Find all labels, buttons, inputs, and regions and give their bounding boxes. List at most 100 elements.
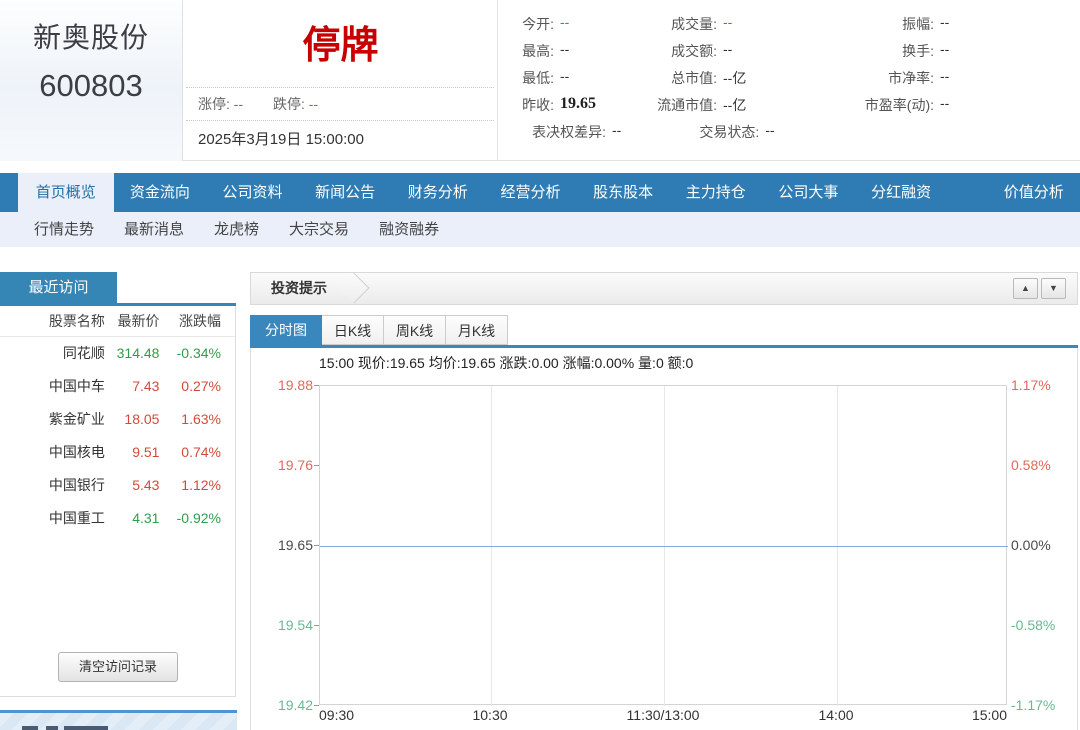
- stock-name: 新奥股份: [32, 22, 149, 53]
- table-row: 同花顺 314.48 -0.34%: [0, 336, 235, 369]
- nav-item-company-info[interactable]: 公司资料: [222, 184, 283, 201]
- table-row: 中国核电 9.51 0.74%: [0, 435, 235, 468]
- main-nav: 首页概览 资金流向 公司资料 新闻公告 财务分析 经营分析 股东股本 主力持仓 …: [0, 173, 1080, 212]
- intraday-chart: 15:00 现价:19.65 均价:19.65 涨跌:0.00 涨幅:0.00%…: [250, 348, 1078, 730]
- stock-change: 1.63%: [181, 410, 221, 427]
- collapse-down-button[interactable]: ▼: [1041, 278, 1066, 299]
- y-axis-pct-tick: 0.00%: [1011, 537, 1051, 553]
- nav-item-value-analysis[interactable]: 价值分析: [1003, 184, 1064, 201]
- stock-link[interactable]: 紫金矿业: [48, 410, 105, 427]
- axis-tick: [314, 545, 319, 546]
- recent-visits-tab-underline: [0, 303, 236, 306]
- nav-item-company-events[interactable]: 公司大事: [778, 184, 839, 201]
- stat-label: 总市值:: [671, 69, 717, 86]
- y-axis-pct-tick: 0.58%: [1011, 457, 1051, 473]
- quote-stats-grid: 今开: -- 成交量: -- 振幅: -- 最高: -- 成交额: -- 换手: -- 最低…: [497, 0, 1080, 161]
- stat-label: 最高:: [522, 42, 554, 59]
- subnav-item-quote-trend[interactable]: 行情走势: [34, 221, 95, 238]
- stock-link[interactable]: 中国重工: [48, 509, 105, 526]
- axis-tick: [314, 705, 319, 706]
- stat-value: --: [940, 94, 950, 111]
- stock-price: 9.51: [132, 443, 160, 460]
- stat-label: 流通市值:: [657, 96, 717, 113]
- chart-plot-area: [319, 385, 1008, 706]
- axis-tick: [314, 385, 319, 386]
- subnav-item-latest-news[interactable]: 最新消息: [124, 221, 185, 238]
- table-header-row: 股票名称 最新价 涨跌幅: [0, 306, 235, 337]
- nav-item-shareholders[interactable]: 股东股本: [593, 184, 654, 201]
- nav-item-operation-analysis[interactable]: 经营分析: [500, 184, 561, 201]
- chart-period-tabs: 分时图 日K线 周K线 月K线: [250, 315, 508, 345]
- y-axis-price-tick: 19.65: [277, 537, 313, 553]
- divider: [186, 120, 494, 121]
- nav-item-capital-flow[interactable]: 资金流向: [129, 184, 190, 201]
- prev-close-value: 19.65: [560, 94, 596, 112]
- stock-price: 7.43: [132, 377, 160, 394]
- divider: [186, 87, 494, 88]
- nav-item-financial-analysis[interactable]: 财务分析: [407, 184, 468, 201]
- triangle-down-icon: ▼: [1049, 283, 1058, 293]
- axis-tick: [314, 625, 319, 626]
- x-axis-time-tick: 10:30: [472, 707, 508, 723]
- table-row: 中国银行 5.43 1.12%: [0, 468, 235, 501]
- stock-price: 5.43: [132, 476, 160, 493]
- status-suspended: 停牌: [302, 25, 379, 67]
- stock-link[interactable]: 同花顺: [62, 344, 105, 361]
- tab-weekly-k[interactable]: 周K线: [384, 315, 446, 345]
- subnav-item-margin-trading[interactable]: 融资融券: [379, 221, 440, 238]
- tab-intraday[interactable]: 分时图: [250, 315, 322, 345]
- stat-value: --: [560, 13, 570, 30]
- stat-value: --: [940, 13, 950, 30]
- limit-down-label: 跌停:: [273, 96, 305, 112]
- recent-visits-tab[interactable]: 最近访问: [0, 272, 117, 303]
- stock-identity: 新奥股份 600803: [0, 0, 183, 161]
- stat-label: 市净率:: [888, 69, 934, 86]
- stat-label: 昨收:: [522, 96, 554, 113]
- limit-prices: 涨停: -- 跌停: --: [198, 94, 344, 114]
- stock-price: 18.05: [124, 410, 160, 427]
- stock-link[interactable]: 中国银行: [48, 476, 105, 493]
- stat-value: --亿: [723, 96, 747, 113]
- stock-change: 0.74%: [181, 443, 221, 460]
- breadcrumb-arrow-icon: [338, 272, 370, 304]
- y-axis-pct-tick: -1.17%: [1011, 697, 1056, 713]
- table-row: 中国中车 7.43 0.27%: [0, 369, 235, 402]
- y-axis-price-tick: 19.42: [277, 697, 313, 713]
- stat-value: --亿: [723, 69, 747, 86]
- stock-link[interactable]: 中国核电: [48, 443, 105, 460]
- stock-change: 1.12%: [181, 476, 221, 493]
- nav-item-home-overview[interactable]: 首页概览: [18, 173, 114, 212]
- limit-down-value: --: [308, 96, 319, 112]
- limit-up-label: 涨停:: [198, 96, 230, 112]
- next-panel-partial: [0, 710, 237, 730]
- stat-value: --: [940, 67, 950, 84]
- subnav-item-dragon-tiger[interactable]: 龙虎榜: [214, 221, 260, 238]
- nav-item-dividend-financing[interactable]: 分红融资: [871, 184, 932, 201]
- table-row: 紫金矿业 18.05 1.63%: [0, 402, 235, 435]
- panel-title: 投资提示: [271, 280, 327, 296]
- stock-price: 314.48: [116, 344, 160, 361]
- x-axis-time-tick: 11:30/13:00: [626, 707, 700, 723]
- stat-value: --: [940, 40, 950, 57]
- tabs-underline: [250, 345, 1078, 348]
- tab-daily-k[interactable]: 日K线: [322, 315, 384, 345]
- subnav-item-block-trade[interactable]: 大宗交易: [289, 221, 350, 238]
- stock-link[interactable]: 中国中车: [48, 377, 105, 394]
- triangle-up-icon: ▲: [1021, 283, 1030, 293]
- stock-header: 新奥股份 600803 停牌 涨停: -- 跌停: -- 2025年3月19日 …: [0, 0, 1080, 161]
- stat-label: 表决权差异:: [532, 123, 606, 140]
- nav-item-main-positions[interactable]: 主力持仓: [685, 184, 746, 201]
- stock-price: 4.31: [132, 509, 160, 526]
- stock-code: 600803: [39, 68, 143, 103]
- clear-history-button[interactable]: 清空访问记录: [58, 652, 178, 682]
- collapse-up-button[interactable]: ▲: [1013, 278, 1038, 299]
- stat-label: 成交量:: [671, 15, 717, 32]
- axis-tick: [314, 465, 319, 466]
- y-axis-pct-tick: -0.58%: [1011, 617, 1056, 633]
- quote-datetime: 2025年3月19日 15:00:00: [198, 131, 364, 148]
- clipped-text-fragment: [46, 726, 58, 730]
- tab-monthly-k[interactable]: 月K线: [446, 315, 508, 345]
- nav-item-news[interactable]: 新闻公告: [315, 184, 376, 201]
- stat-label: 今开:: [522, 15, 554, 32]
